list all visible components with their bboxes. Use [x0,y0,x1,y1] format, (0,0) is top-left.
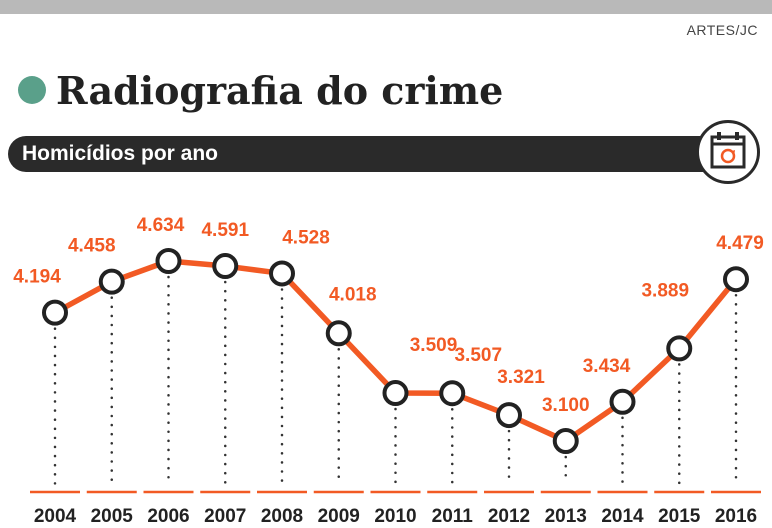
chart-subtitle: Homicídios por ano [22,142,219,165]
x-tick-2011: 2011 [432,506,474,527]
value-label-2006: 4.634 [137,215,185,236]
value-label-2004: 4.194 [13,267,61,288]
x-tick-2010: 2010 [374,506,416,527]
point-2016 [723,266,749,293]
value-label-2011: 3.507 [454,345,502,366]
x-tick-2009: 2009 [318,506,360,527]
calendar-icon [710,132,746,169]
point-2011 [439,380,466,407]
credit-label: ARTES/JC [686,22,758,38]
point-2014 [609,388,636,415]
x-tick-2004: 2004 [34,506,77,527]
x-tick-2016: 2016 [715,506,757,527]
x-tick-2014: 2014 [601,506,644,527]
subtitle-bar [8,136,708,172]
calendar-badge [696,120,760,184]
top-rule [0,0,772,14]
x-tick-2012: 2012 [488,506,530,527]
x-tick-2015: 2015 [658,506,701,527]
value-label-2014: 3.434 [583,356,631,377]
point-2013 [552,428,579,454]
x-tick-2013: 2013 [545,506,587,527]
value-label-2007: 4.591 [201,220,249,241]
x-tick-2006: 2006 [147,506,189,527]
point-2015 [666,335,693,362]
point-2007 [212,253,239,280]
value-label-2010: 3.509 [410,335,458,356]
point-2010 [382,380,409,407]
x-tick-2007: 2007 [204,506,246,527]
x-tick-2008: 2008 [261,506,303,527]
point-2006 [155,248,182,274]
point-2005 [98,268,125,295]
point-2008 [269,260,295,287]
point-2012 [496,402,522,429]
value-label-2012: 3.321 [497,367,545,388]
series-line [53,258,739,444]
value-label-2009: 4.018 [329,284,377,305]
title-row: Radiografia do crime [18,60,503,120]
x-tick-2005: 2005 [91,506,134,527]
page-title: Radiografia do crime [56,67,504,113]
value-label-2016: 4.479 [716,233,764,254]
value-label-2015: 3.889 [641,280,689,301]
point-2009 [325,320,352,347]
circle-bullet-icon [18,76,46,104]
value-label-2013: 3.100 [542,395,590,416]
value-label-2008: 4.528 [282,227,330,248]
point-2004 [42,299,68,326]
value-label-2005: 4.458 [68,236,116,257]
